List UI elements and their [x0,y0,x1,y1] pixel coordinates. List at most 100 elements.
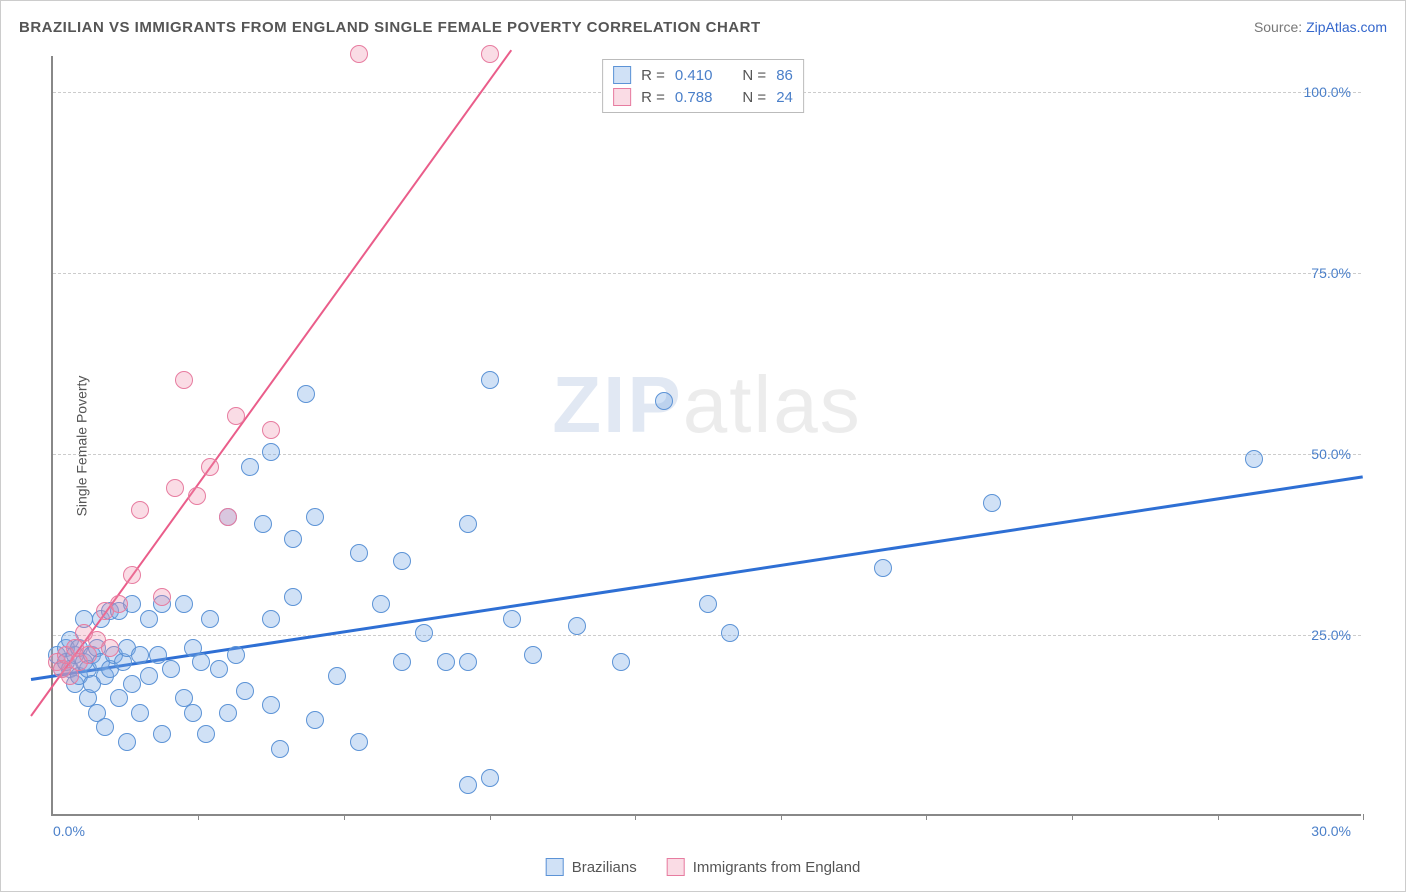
data-point [437,653,455,671]
ytick-label: 100.0% [1304,84,1351,100]
n-label-1: N = [742,67,766,84]
stats-box: R = 0.410 N = 86 R = 0.788 N = 24 [602,59,804,113]
gridline [53,273,1361,274]
legend-item-1: Brazilians [546,858,637,876]
data-point [699,595,717,613]
data-point [236,682,254,700]
xtick [1218,814,1219,820]
data-point [110,595,128,613]
xtick [344,814,345,820]
data-point [175,371,193,389]
bottom-legend: Brazilians Immigrants from England [546,858,861,876]
data-point [254,515,272,533]
xtick [198,814,199,820]
data-point [306,711,324,729]
data-point [459,515,477,533]
xtick [1363,814,1364,820]
plot-area: ZIPatlas 0.0% 30.0% 25.0%50.0%75.0%100.0… [51,56,1361,816]
data-point [184,704,202,722]
data-point [306,508,324,526]
data-point [350,544,368,562]
r-label-2: R = [641,89,665,106]
data-point [140,667,158,685]
data-point [201,458,219,476]
data-point [393,653,411,671]
xtick [781,814,782,820]
gridline [53,454,1361,455]
r-label-1: R = [641,67,665,84]
data-point [350,733,368,751]
data-point [262,610,280,628]
watermark: ZIPatlas [552,359,861,451]
data-point [524,646,542,664]
data-point [123,675,141,693]
chart-container: BRAZILIAN VS IMMIGRANTS FROM ENGLAND SIN… [0,0,1406,892]
xtick [635,814,636,820]
r-value-2: 0.788 [675,89,713,106]
data-point [1245,450,1263,468]
data-point [227,407,245,425]
swatch-series-1 [613,66,631,84]
ytick-label: 25.0% [1311,627,1351,643]
data-point [140,610,158,628]
data-point [568,617,586,635]
data-point [241,458,259,476]
data-point [874,559,892,577]
data-point [262,696,280,714]
data-point [210,660,228,678]
data-point [192,653,210,671]
data-point [983,494,1001,512]
data-point [149,646,167,664]
ytick-label: 75.0% [1311,265,1351,281]
gridline [53,635,1361,636]
data-point [123,566,141,584]
n-value-2: 24 [776,89,793,106]
source-prefix: Source: [1254,19,1306,35]
x-max-label: 30.0% [1311,823,1351,839]
data-point [284,530,302,548]
data-point [481,371,499,389]
data-point [721,624,739,642]
data-point [481,45,499,63]
source-link[interactable]: ZipAtlas.com [1306,19,1387,35]
data-point [166,479,184,497]
legend-item-2: Immigrants from England [667,858,861,876]
data-point [175,595,193,613]
data-point [328,667,346,685]
data-point [118,733,136,751]
source-label: Source: ZipAtlas.com [1254,19,1387,35]
data-point [96,718,114,736]
legend-label-1: Brazilians [572,859,637,876]
data-point [271,740,289,758]
data-point [219,704,237,722]
data-point [101,639,119,657]
xtick [1072,814,1073,820]
legend-swatch-2 [667,858,685,876]
ytick-label: 50.0% [1311,446,1351,462]
data-point [153,588,171,606]
chart-title: BRAZILIAN VS IMMIGRANTS FROM ENGLAND SIN… [19,19,761,36]
data-point [459,776,477,794]
xtick [490,814,491,820]
data-point [131,646,149,664]
data-point [197,725,215,743]
stats-row-1: R = 0.410 N = 86 [613,64,793,86]
data-point [284,588,302,606]
n-label-2: N = [742,89,766,106]
data-point [262,421,280,439]
data-point [227,646,245,664]
xtick [926,814,927,820]
data-point [415,624,433,642]
data-point [459,653,477,671]
n-value-1: 86 [776,67,793,84]
data-point [131,501,149,519]
watermark-atlas: atlas [683,360,862,449]
data-point [350,45,368,63]
x-min-label: 0.0% [53,823,85,839]
data-point [162,660,180,678]
data-point [612,653,630,671]
data-point [153,725,171,743]
data-point [503,610,521,628]
legend-swatch-1 [546,858,564,876]
data-point [188,487,206,505]
